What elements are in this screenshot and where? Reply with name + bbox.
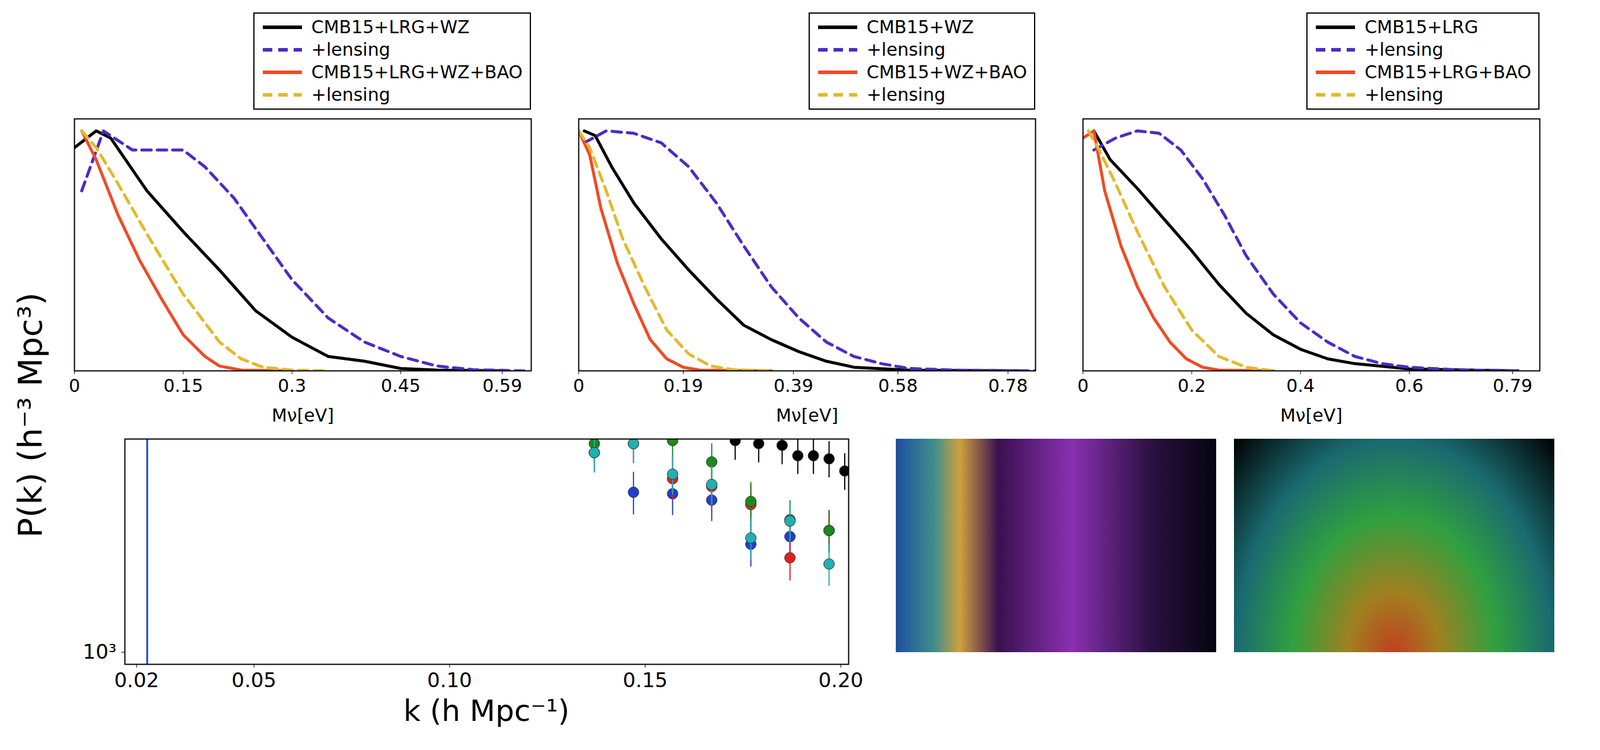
html-text:P(k) (h⁻³ Mpc³): P(k) (h⁻³ Mpc³) <box>10 292 49 539</box>
svg-text:0.59: 0.59 <box>482 375 523 397</box>
svg-text:0.15: 0.15 <box>163 375 203 397</box>
svg-text:0.20: 0.20 <box>818 668 864 693</box>
html-text:CMB15+LRG+BAO: CMB15+LRG+BAO <box>1364 61 1532 83</box>
svg-text:0.19: 0.19 <box>663 375 704 397</box>
html-text:+lensing: +lensing <box>866 39 946 60</box>
svg-text:0.39: 0.39 <box>773 375 814 397</box>
html-text:+lensing: +lensing <box>311 84 391 106</box>
svg-text:0.78: 0.78 <box>988 375 1029 397</box>
html-text:+lensing: +lensing <box>311 39 391 60</box>
svg-text:0.6: 0.6 <box>1395 375 1424 397</box>
svg-text:0.3: 0.3 <box>277 375 307 397</box>
svg-text:0: 0 <box>1077 375 1089 397</box>
html-text:CMB15+LRG: CMB15+LRG <box>1364 16 1479 38</box>
svg-text:Mν[eV]: Mν[eV] <box>775 405 839 426</box>
svg-text:0.58: 0.58 <box>878 375 918 397</box>
svg-text:0.4: 0.4 <box>1286 375 1315 397</box>
svg-text:0: 0 <box>573 375 585 397</box>
svg-text:10³: 10³ <box>83 640 117 664</box>
svg-text:0: 0 <box>68 375 81 397</box>
html-text:k (h Mpc⁻¹): k (h Mpc⁻¹) <box>403 694 570 729</box>
svg-text:0.79: 0.79 <box>1492 375 1533 397</box>
svg-text:0.10: 0.10 <box>427 668 473 693</box>
html-text:+lensing: +lensing <box>866 84 946 106</box>
html-text:+lensing: +lensing <box>1364 39 1444 60</box>
html-text:CMB15+WZ: CMB15+WZ <box>866 16 974 38</box>
svg-text:0.02: 0.02 <box>113 668 159 693</box>
svg-text:0.45: 0.45 <box>380 375 421 397</box>
html-text:CMB15+WZ+BAO: CMB15+WZ+BAO <box>866 61 1027 83</box>
svg-text:0.2: 0.2 <box>1177 375 1207 397</box>
html-text:CMB15+LRG+WZ: CMB15+LRG+WZ <box>311 16 470 38</box>
svg-text:0.05: 0.05 <box>231 668 277 693</box>
svg-text:Mν[eV]: Mν[eV] <box>1280 405 1343 426</box>
svg-text:Mν[eV]: Mν[eV] <box>271 405 335 426</box>
html-text:+lensing: +lensing <box>1364 84 1444 106</box>
html-text:CMB15+LRG+WZ+BAO: CMB15+LRG+WZ+BAO <box>311 61 523 83</box>
svg-text:0.15: 0.15 <box>622 668 669 693</box>
